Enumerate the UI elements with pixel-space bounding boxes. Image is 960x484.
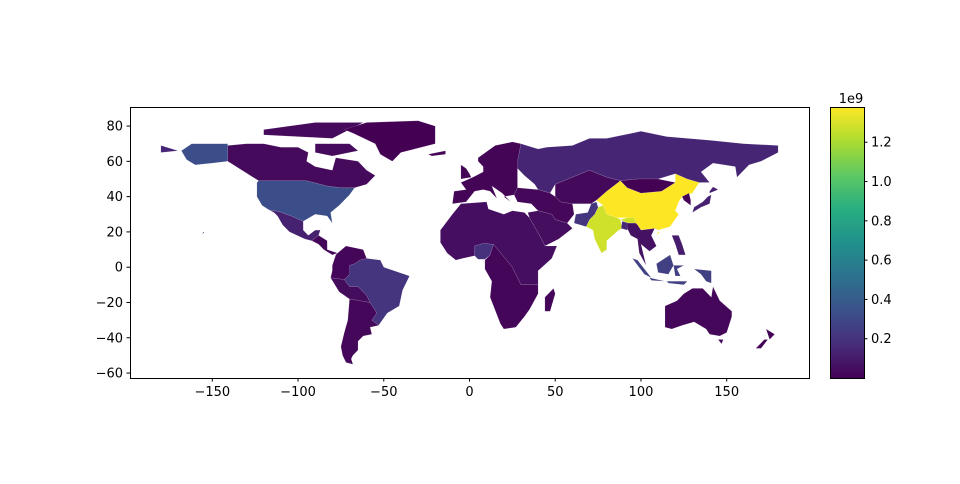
- country-region: [544, 288, 556, 312]
- country-region: [315, 143, 359, 157]
- x-tick-label: −50: [370, 385, 397, 400]
- x-tick-label: −100: [280, 385, 316, 400]
- country-region: [330, 245, 367, 280]
- y-tick-label: 40: [106, 190, 123, 205]
- country-region: [765, 328, 775, 340]
- country-region: [340, 298, 379, 365]
- country-region: [692, 194, 712, 213]
- country-region: [484, 243, 539, 330]
- country-region: [671, 235, 686, 256]
- map-countries: [160, 120, 779, 365]
- y-tick-label: −40: [96, 331, 123, 346]
- country-region: [709, 186, 719, 194]
- y-tick-label: 0: [115, 261, 123, 276]
- country-region: [656, 254, 674, 275]
- country-region: [555, 170, 621, 204]
- country-region: [181, 143, 228, 166]
- country-region: [201, 231, 205, 234]
- country-region: [620, 178, 676, 194]
- country-region: [268, 209, 321, 241]
- x-tick-label: 0: [465, 385, 473, 400]
- country-region: [452, 141, 522, 204]
- x-tick-label: 50: [547, 385, 564, 400]
- country-region: [673, 265, 684, 277]
- country-region: [160, 145, 179, 153]
- colorbar-ticks: 0.2 0.4 0.6 0.8 1.0 1.2: [864, 136, 892, 347]
- colorbar-tick-label: 1.2: [871, 136, 892, 151]
- colorbar-tick-label: 0.8: [871, 214, 892, 229]
- country-region: [427, 150, 446, 157]
- country-region: [755, 339, 769, 349]
- colorbar-tick-label: 1.0: [871, 175, 892, 190]
- country-region: [693, 268, 712, 284]
- country-region: [517, 131, 779, 194]
- colorbar-offset-label: 1e9: [839, 92, 864, 107]
- x-tick-label: 100: [629, 385, 654, 400]
- country-region: [343, 120, 436, 162]
- y-tick-label: 60: [106, 155, 123, 170]
- country-region: [585, 205, 637, 254]
- country-region: [656, 231, 661, 236]
- country-region: [513, 187, 575, 224]
- country-region: [631, 258, 652, 278]
- y-tick-label: −60: [96, 367, 123, 382]
- country-region: [227, 143, 376, 188]
- country-region: [460, 164, 472, 180]
- colorbar-tick-label: 0.4: [871, 293, 892, 308]
- country-region: [440, 201, 558, 285]
- y-axis: −60 −40 −20 0 20 40 60 80: [96, 120, 130, 382]
- colorbar-frame: [830, 107, 865, 379]
- country-region: [263, 122, 364, 139]
- colorbar-tick-label: 0.6: [871, 254, 892, 269]
- x-tick-label: 150: [714, 385, 739, 400]
- country-region: [717, 339, 724, 345]
- y-tick-label: 20: [106, 225, 123, 240]
- country-region: [664, 286, 732, 337]
- country-region: [573, 201, 599, 227]
- country-region: [649, 277, 666, 282]
- country-region: [666, 281, 688, 285]
- x-tick-label: −150: [194, 385, 230, 400]
- colorbar: [830, 107, 864, 378]
- country-region: [311, 235, 338, 256]
- y-tick-label: 80: [106, 120, 123, 135]
- country-region: [627, 222, 657, 266]
- colorbar-tick-label: 0.2: [871, 332, 892, 347]
- country-region: [681, 192, 691, 206]
- y-tick-label: −20: [96, 296, 123, 311]
- x-axis: −150 −100 −50 0 50 100 150: [194, 378, 739, 400]
